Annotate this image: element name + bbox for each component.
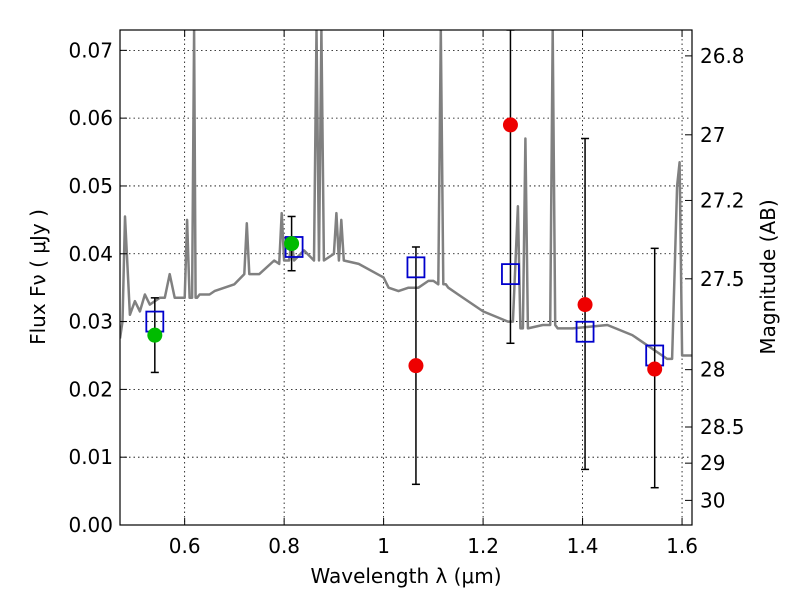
magnitude-tick-label: 27.2 — [700, 188, 745, 212]
grid-lines — [120, 30, 692, 525]
model-spectrum-layer — [120, 30, 692, 361]
y-axis-title-right: Magnitude (AB) — [756, 199, 780, 354]
x-tick-label: 1.2 — [467, 534, 499, 558]
y-tick-label: 0.07 — [68, 38, 113, 62]
model-photometry-square — [406, 256, 426, 279]
magnitude-tick-label: 28 — [700, 358, 725, 382]
observed-point-nir — [577, 297, 593, 313]
axis-ticks — [120, 30, 692, 526]
y-tick-label: 0.06 — [68, 106, 113, 130]
model-photometry-square — [575, 320, 595, 343]
axis-tick-labels: 0.6 0.8 1 1.2 1.4 1.6 0.00 0.01 0.02 0.03 0.04 0.05… — [68, 38, 744, 558]
y-tick-label: 0.05 — [68, 174, 113, 198]
plot-frame — [119, 29, 693, 526]
magnitude-tick-label: 28.5 — [700, 415, 745, 439]
model-spectrum-line — [120, 30, 692, 361]
observed-point-nir — [408, 358, 424, 374]
observed-points-layer — [147, 117, 663, 377]
x-tick-label: 1 — [377, 534, 390, 558]
observed-point-optical — [147, 327, 163, 343]
x-tick-label: 0.8 — [268, 534, 300, 558]
observed-point-optical — [284, 236, 300, 252]
y-tick-label: 0.01 — [68, 445, 113, 469]
magnitude-tick-label: 26.8 — [700, 44, 745, 68]
x-tick-label: 1.6 — [666, 534, 698, 558]
x-tick-label: 0.6 — [169, 534, 201, 558]
observed-point-nir — [647, 361, 663, 377]
plot-area — [120, 30, 692, 525]
x-tick-label: 1.4 — [567, 534, 599, 558]
y-tick-label: 0.00 — [68, 513, 113, 537]
magnitude-tick-label: 30 — [700, 488, 725, 512]
y-tick-label: 0.03 — [68, 310, 113, 334]
observed-point-nir — [502, 117, 518, 133]
x-axis-title: Wavelength λ (μm) — [310, 564, 501, 588]
magnitude-tick-label: 27.5 — [700, 267, 745, 291]
y-tick-label: 0.04 — [68, 242, 113, 266]
magnitude-tick-label: 27 — [700, 123, 725, 147]
y-tick-label: 0.02 — [68, 377, 113, 401]
magnitude-tick-label: 29 — [700, 451, 725, 475]
y-axis-title-left: Flux Fν ( μJy ) — [26, 209, 50, 345]
model-photometry-square — [501, 263, 520, 286]
